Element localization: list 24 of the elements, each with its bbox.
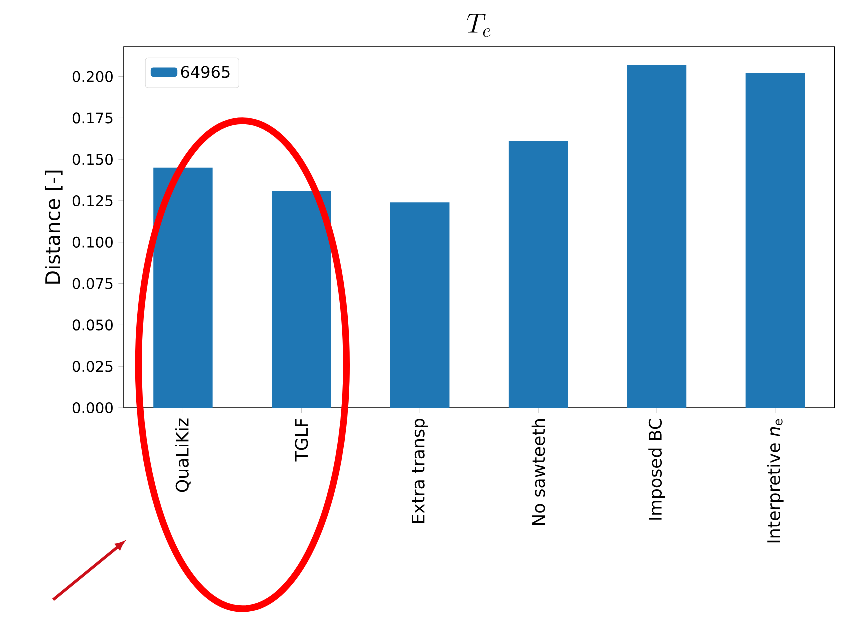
bar xyxy=(746,73,806,408)
bar xyxy=(154,168,213,408)
y-tick-label: 0.075 xyxy=(72,278,113,290)
legend-label: 64965 xyxy=(181,66,230,78)
y-tick-label: 0.200 xyxy=(72,71,113,82)
x-tick-label: Imposed BC xyxy=(648,418,666,520)
y-tick-label: 0.175 xyxy=(72,112,113,124)
bar xyxy=(272,191,332,408)
y-axis-title: Distance [-] xyxy=(44,170,63,284)
x-tick-label: TGLF xyxy=(295,419,308,462)
y-tick-label: 0.050 xyxy=(72,320,113,331)
x-tick-label: Interpretive n$_{e}$ xyxy=(767,419,784,543)
y-tick-label: 0.100 xyxy=(72,236,113,248)
x-tick-label: No sawteeth xyxy=(532,420,546,526)
y-tick-label: 0.150 xyxy=(72,154,113,166)
x-tick-label: Extra transp xyxy=(412,418,428,524)
bar xyxy=(390,202,450,408)
bar xyxy=(627,65,687,408)
y-tick-label: 0.025 xyxy=(72,361,113,372)
y-tick-label: 0.125 xyxy=(72,195,113,207)
chart-title: $T_e$ xyxy=(467,14,491,38)
bar xyxy=(508,141,568,408)
x-tick-label: QuaLiKiz xyxy=(176,418,191,492)
y-tick-label: 0.000 xyxy=(72,402,113,414)
